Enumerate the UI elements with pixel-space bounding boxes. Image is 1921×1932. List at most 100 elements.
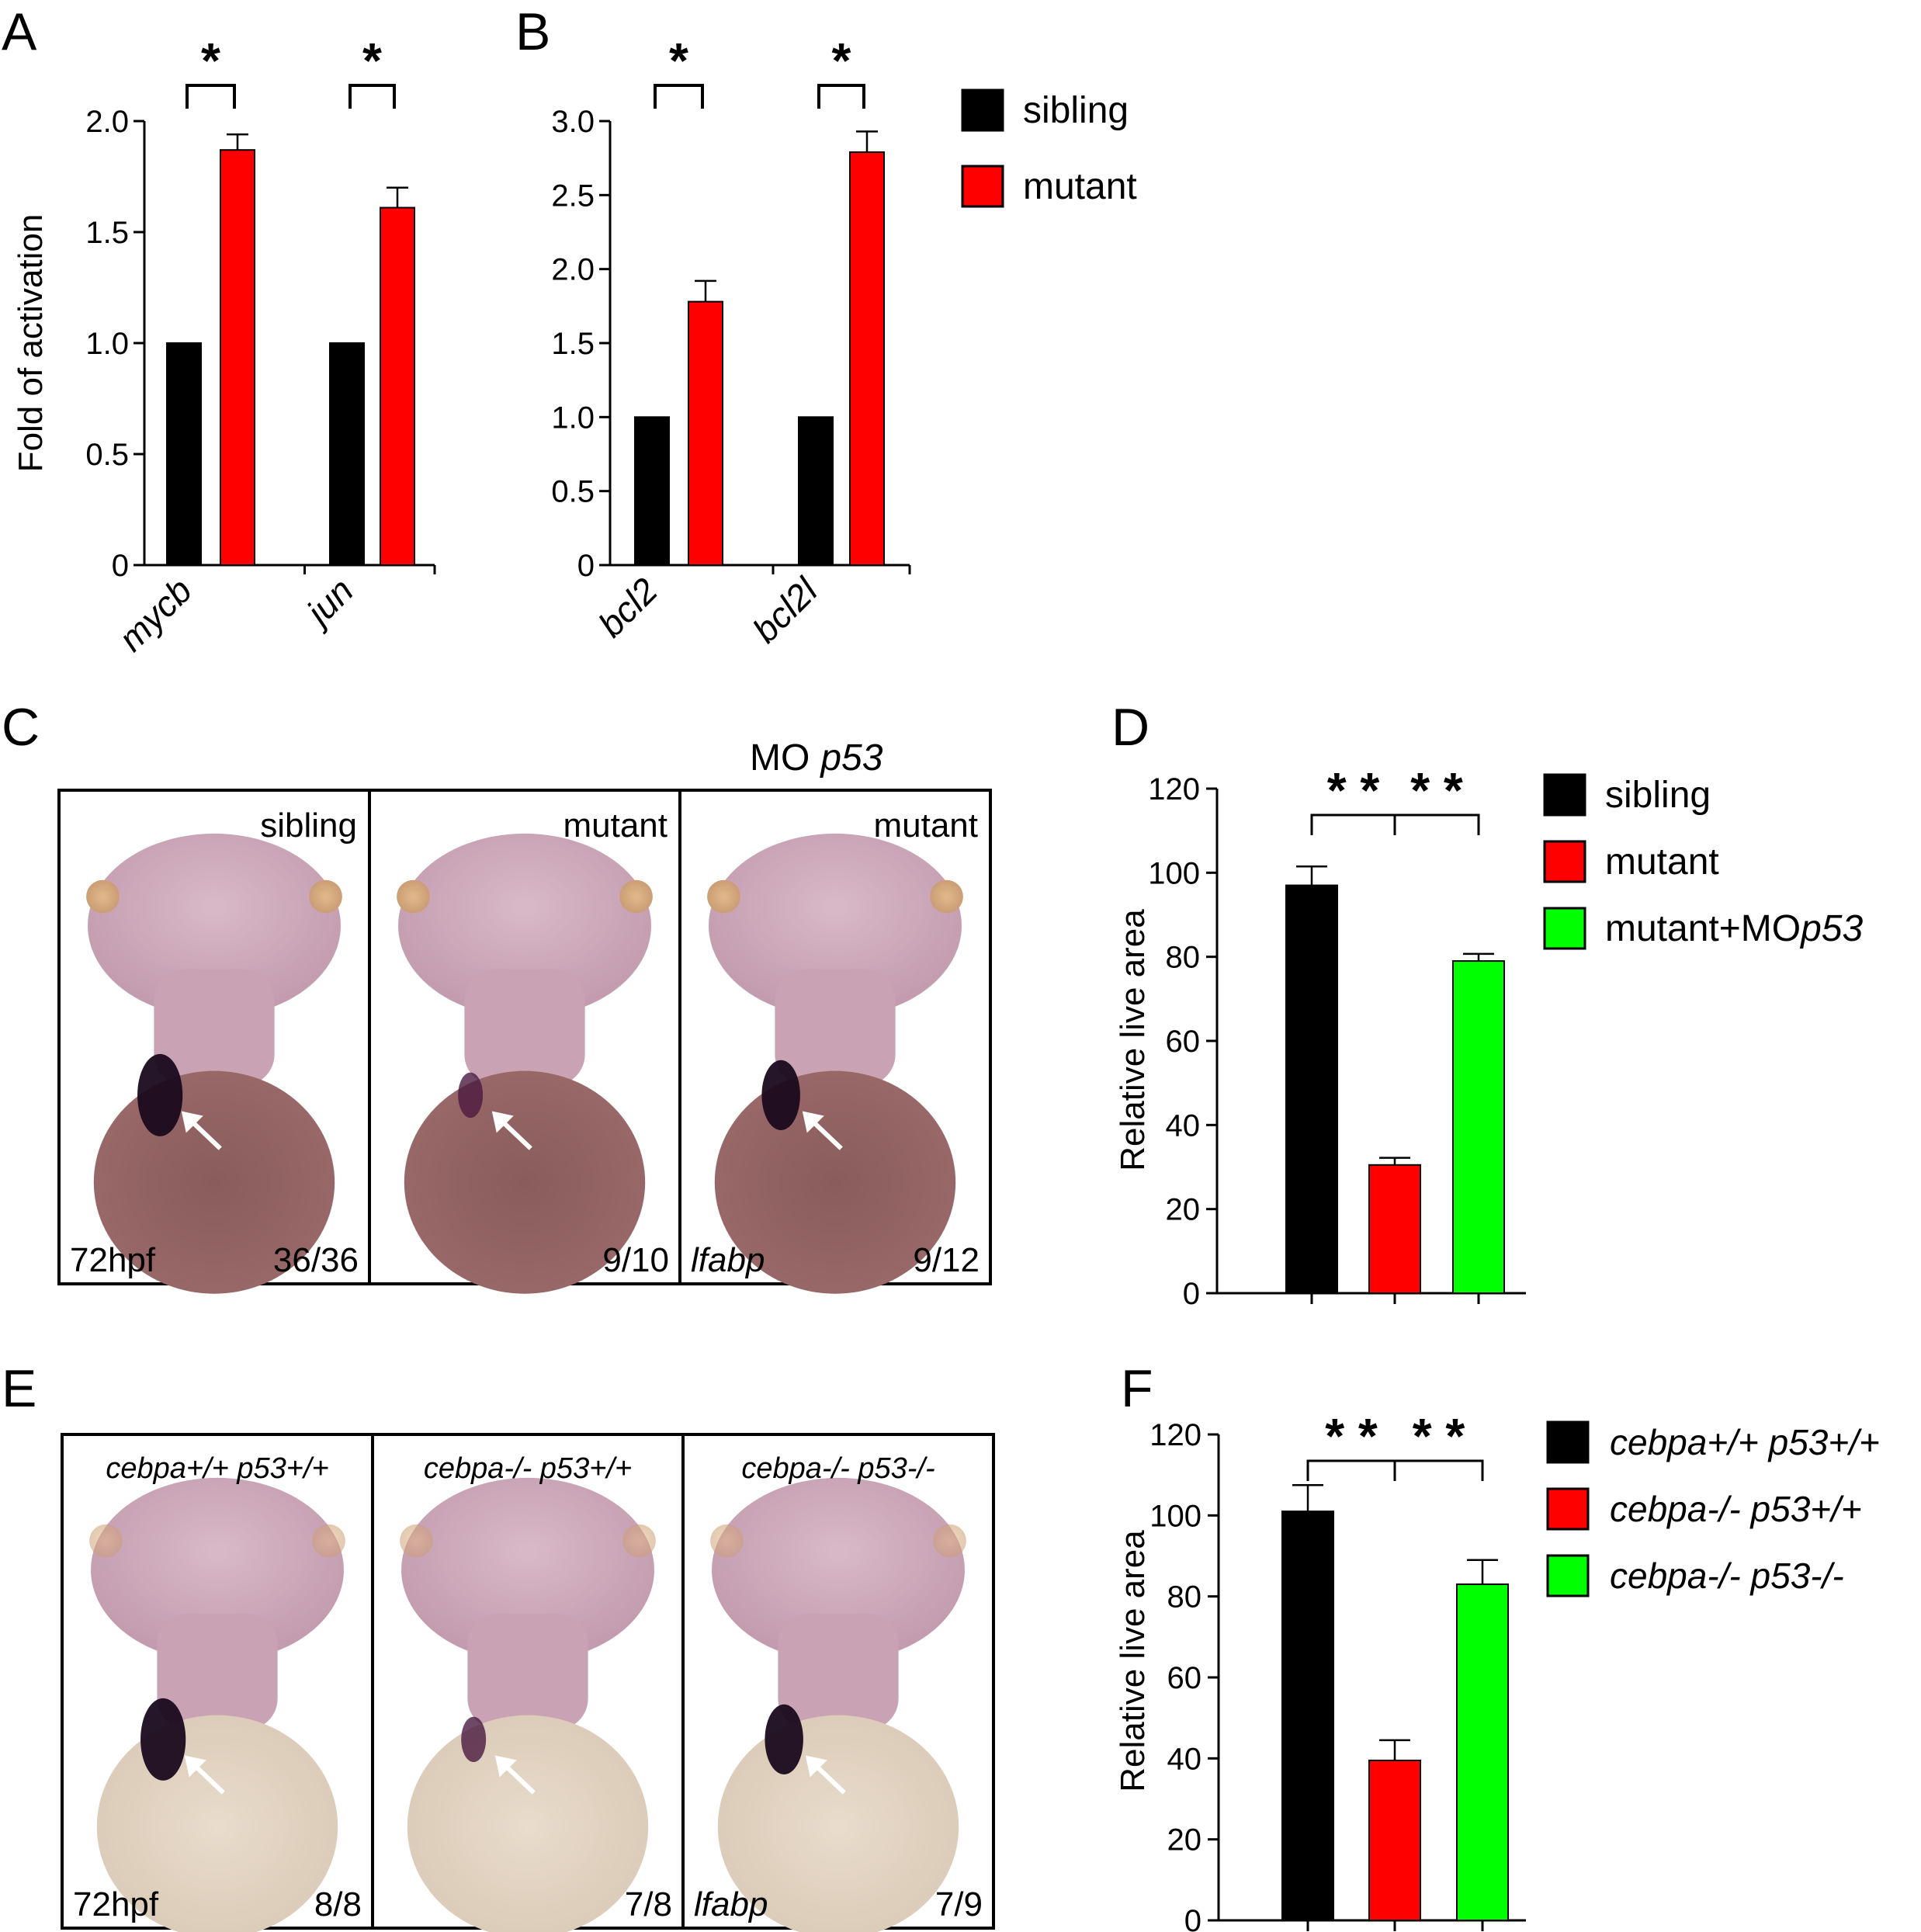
significance-star: * (362, 33, 382, 88)
arrow-head-icon (802, 1111, 824, 1133)
count-label: 9/10 (602, 1241, 669, 1279)
embryo-image (374, 795, 675, 1294)
y-tick-label: 1.5 (85, 216, 129, 250)
y-tick-label: 100 (1149, 1499, 1201, 1533)
liver-stain (761, 1060, 800, 1130)
y-tick-label: 0 (1184, 1904, 1201, 1932)
legend-label-double: cebpa-/- p53-/- (1610, 1556, 1844, 1596)
eye-left (397, 879, 430, 914)
category-label: jun (296, 570, 361, 635)
chart-d: 0 20 40 60 80 100 120 * * * * Relative live area (1114, 762, 1526, 1311)
count-label: 9/12 (913, 1241, 980, 1279)
bar-mutant (849, 151, 885, 567)
panel-label-a: A (2, 2, 37, 61)
count-label: 8/8 (314, 1885, 362, 1923)
eye-left (707, 879, 740, 914)
legend-label-mutant: mutant (1023, 166, 1137, 207)
y-tick-label: 0 (112, 549, 129, 583)
y-tick-label: 80 (1166, 941, 1201, 975)
image-genotype-label: cebpa-/- p53+/+ (424, 1452, 632, 1485)
legend-label-sibling: sibling (1605, 775, 1711, 816)
panel-label-b: B (515, 2, 550, 61)
image-condition-label: mutant (873, 806, 978, 845)
arrow-head-icon (491, 1111, 514, 1133)
category-label: bcl2 (591, 570, 665, 644)
bar-control (1285, 884, 1338, 1295)
eye-right (933, 1524, 966, 1558)
embryo-image (685, 795, 986, 1294)
embryo-image (64, 795, 365, 1294)
y-tick-label: 120 (1149, 1418, 1201, 1452)
y-tick-label: 1.0 (85, 327, 129, 361)
arrow-head-icon (184, 1755, 206, 1778)
liver-stain (765, 1704, 803, 1774)
y-tick-label: 0.5 (85, 438, 129, 472)
bar-sibling (634, 416, 670, 566)
panel-label-d: D (1111, 698, 1149, 757)
embryo-head (398, 833, 651, 1018)
embryo-yolk (404, 1070, 646, 1294)
y-tick-label: 20 (1166, 1193, 1201, 1227)
bar-rescue (1452, 960, 1505, 1295)
embryo-head (88, 833, 341, 1018)
embryo-image (67, 1439, 368, 1932)
category-label: mycb (111, 570, 199, 658)
eye-left (400, 1524, 433, 1558)
y-tick-label: 20 (1167, 1823, 1202, 1857)
legend-label-mutant: mutant (1605, 841, 1719, 883)
arrow-head-icon (494, 1755, 517, 1778)
significance-star: * * (1327, 762, 1380, 818)
bar-mutant (1368, 1164, 1421, 1294)
legend-label-wt: cebpa+/+ p53+/+ (1610, 1422, 1880, 1462)
significance-star: * * (1410, 762, 1463, 818)
chart-b: 0 0.5 1.0 1.5 2.0 2.5 3.0 * bcl2 * bcl2l (551, 33, 911, 650)
significance-star: * (669, 33, 688, 88)
legend-label-mutant-mo: mutant+MOp53 (1605, 908, 1863, 949)
legend-swatch-mutant-mo (1543, 907, 1586, 950)
count-label: 7/9 (935, 1885, 983, 1923)
image-genotype-label: cebpa+/+ p53+/+ (106, 1452, 328, 1485)
panel-label-e: E (2, 1359, 36, 1418)
significance-star: * (201, 33, 220, 88)
chart-a: 0 0.5 1.0 1.5 2.0 * mycb * jun Fold of activation (12, 33, 436, 659)
image-panel-c: sibling 72hpf 36/36 mutant 9/10 mutant lfabp 9/… (57, 789, 992, 1294)
significance-star: * * (1325, 1408, 1378, 1464)
image-condition-label: sibling (260, 806, 357, 845)
y-tick-label: 120 (1148, 772, 1200, 806)
legend-ab: sibling mutant (961, 88, 1137, 208)
significance-bracket (817, 84, 865, 109)
panel-label-c: C (2, 698, 40, 757)
count-label: 7/8 (625, 1885, 672, 1923)
y-tick-label: 2.0 (85, 105, 129, 139)
embryo-head (712, 1477, 965, 1663)
y-tick-label: 80 (1167, 1580, 1202, 1615)
embryo-trunk (464, 969, 585, 1086)
significance-star: * (832, 33, 851, 88)
y-axis-label: Relative live area (1114, 909, 1152, 1171)
y-tick-label: 40 (1166, 1108, 1201, 1143)
eye-left (86, 879, 120, 914)
image-condition-label: mutant (563, 806, 667, 845)
significance-bracket (654, 84, 704, 109)
probe-label: lfabp (691, 1241, 765, 1279)
y-tick-label: 100 (1148, 856, 1200, 890)
legend-swatch-cebpa (1546, 1487, 1590, 1531)
embryo-head (91, 1477, 344, 1663)
y-tick-label: 1.5 (551, 327, 595, 361)
bar-sibling (329, 342, 365, 566)
legend-swatch-wt (1546, 1420, 1590, 1464)
y-tick-label: 2.0 (551, 253, 595, 287)
eye-right (309, 879, 342, 914)
panel-c-header: MO p53 (750, 737, 883, 779)
y-tick-label: 60 (1166, 1025, 1201, 1059)
stage-label: 72hpf (70, 1241, 156, 1279)
category-label: bcl2l (744, 569, 826, 650)
legend-swatch-mutant (1543, 840, 1586, 883)
y-tick-label: 40 (1167, 1742, 1202, 1776)
liver-stain (458, 1072, 484, 1119)
embryo-trunk (467, 1613, 588, 1730)
eye-right (930, 879, 963, 914)
legend-label-sibling: sibling (1023, 90, 1129, 131)
eye-left (710, 1524, 744, 1558)
liver-stain (461, 1716, 487, 1763)
